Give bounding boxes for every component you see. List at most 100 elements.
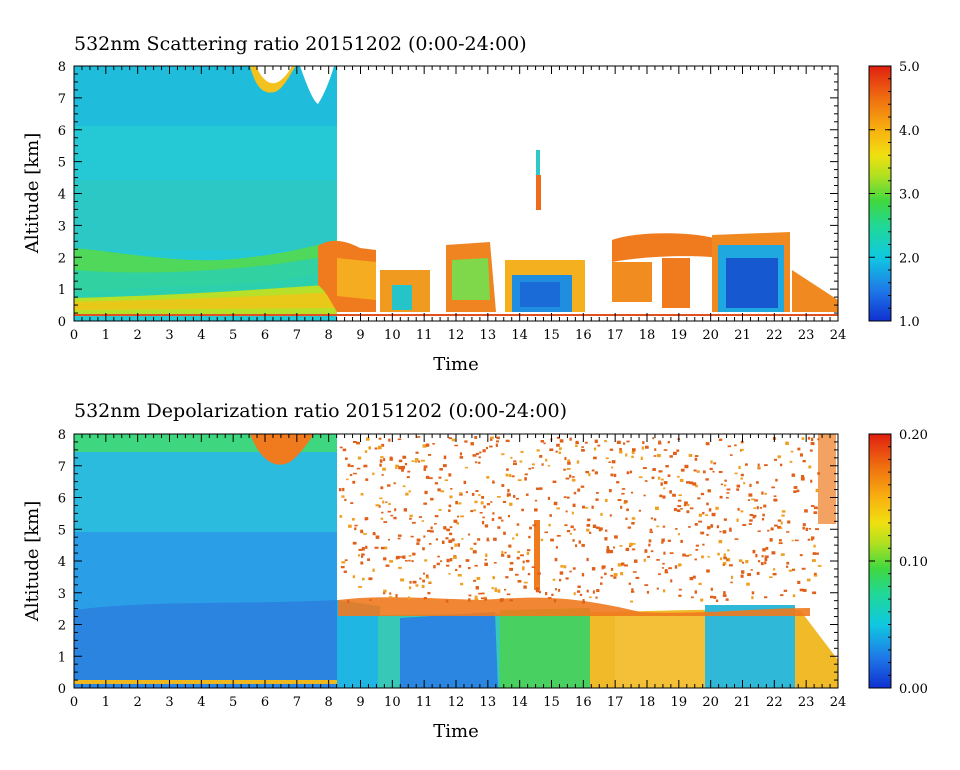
noise-speck <box>517 580 522 583</box>
noise-speck <box>679 478 684 483</box>
noise-speck <box>360 530 364 534</box>
noise-speck <box>648 539 652 543</box>
y-tick-label: 0 <box>58 682 66 697</box>
noise-speck <box>494 589 498 593</box>
x-tick-label: 18 <box>639 695 656 710</box>
noise-speck <box>473 579 477 582</box>
noise-speck <box>363 464 368 468</box>
noise-speck <box>427 529 431 532</box>
noise-speck <box>680 539 683 543</box>
noise-speck <box>526 549 531 552</box>
noise-speck <box>751 591 755 595</box>
noise-speck <box>364 517 369 521</box>
colorbar-tick-label: 4.0 <box>899 124 920 139</box>
noise-speck <box>661 567 664 569</box>
noise-speck <box>455 568 458 572</box>
noise-speck <box>609 549 614 554</box>
noise-speck <box>705 442 710 446</box>
noise-speck <box>393 516 397 520</box>
noise-speck <box>726 488 731 491</box>
noise-speck <box>354 524 358 527</box>
noise-speck <box>496 440 499 443</box>
noise-speck <box>424 490 428 495</box>
noise-speck <box>404 462 408 466</box>
noise-speck <box>513 494 516 498</box>
noise-speck <box>594 439 598 444</box>
noise-speck <box>360 562 364 565</box>
scattering-ratio-field <box>74 66 838 321</box>
noise-speck <box>678 588 682 591</box>
noise-speck <box>508 544 512 548</box>
x-tick-label: 0 <box>70 328 78 343</box>
noise-speck <box>688 526 691 528</box>
noise-speck <box>716 525 720 529</box>
noise-speck <box>654 448 657 451</box>
noise-speck <box>720 557 723 561</box>
noise-speck <box>449 558 453 562</box>
noise-speck <box>813 544 816 548</box>
noise-speck <box>763 464 768 467</box>
noise-speck <box>580 485 585 488</box>
noise-speck <box>486 539 490 542</box>
noise-speck <box>694 590 697 594</box>
noise-speck <box>473 542 477 545</box>
noise-speck <box>475 586 480 590</box>
noise-speck <box>678 563 682 567</box>
noise-speck <box>457 515 460 518</box>
noise-speck <box>581 543 585 547</box>
noise-speck <box>556 443 560 447</box>
noise-speck <box>623 442 626 445</box>
noise-speck <box>547 597 552 599</box>
noise-speck <box>632 571 637 573</box>
depolarization-ratio-panel: 532nm Depolarization ratio 20151202 (0:0… <box>22 400 928 742</box>
noise-speck <box>445 537 449 540</box>
noise-speck <box>481 592 485 595</box>
noise-speck <box>722 530 727 534</box>
noise-speck <box>407 470 411 473</box>
noise-speck <box>497 589 501 593</box>
noise-speck <box>705 478 709 481</box>
noise-speck <box>668 567 672 570</box>
noise-speck <box>346 478 349 481</box>
noise-speck <box>572 539 575 542</box>
noise-speck <box>677 533 680 536</box>
scattering-ratio-colorbar: 1.0 2.0 3.0 4.0 5.0 <box>868 60 920 330</box>
noise-speck <box>372 531 376 534</box>
noise-speck <box>388 502 391 506</box>
noise-speck <box>746 582 750 586</box>
noise-speck <box>374 447 378 450</box>
noise-speck <box>566 530 571 533</box>
noise-speck <box>445 564 450 567</box>
noise-speck <box>604 572 607 576</box>
noise-speck <box>676 509 681 512</box>
noise-speck <box>706 569 710 573</box>
noise-speck <box>421 520 425 522</box>
noise-speck <box>448 473 452 477</box>
y-tick-label: 4 <box>58 555 66 570</box>
noise-speck <box>424 559 428 562</box>
x-tick-label: 10 <box>384 328 401 343</box>
noise-speck <box>509 502 513 506</box>
noise-speck <box>623 564 628 567</box>
noise-speck <box>749 483 752 488</box>
noise-speck <box>381 511 384 514</box>
noise-speck <box>458 564 462 568</box>
noise-speck <box>792 568 796 571</box>
noise-speck <box>459 452 463 456</box>
noise-speck <box>459 493 463 496</box>
noise-speck <box>473 509 477 512</box>
noise-speck <box>550 538 554 542</box>
noise-speck <box>408 559 411 562</box>
noise-speck <box>516 523 520 526</box>
noise-speck <box>375 504 380 507</box>
x-tick-label: 8 <box>325 695 333 710</box>
noise-speck <box>594 471 598 475</box>
noise-speck <box>340 565 345 569</box>
x-tick-label: 22 <box>766 328 783 343</box>
scattering-ratio-ylabel: Altitude [km] <box>22 133 43 255</box>
noise-speck <box>800 477 805 481</box>
noise-speck <box>494 587 497 590</box>
noise-speck <box>644 445 649 449</box>
noise-speck <box>631 588 634 592</box>
